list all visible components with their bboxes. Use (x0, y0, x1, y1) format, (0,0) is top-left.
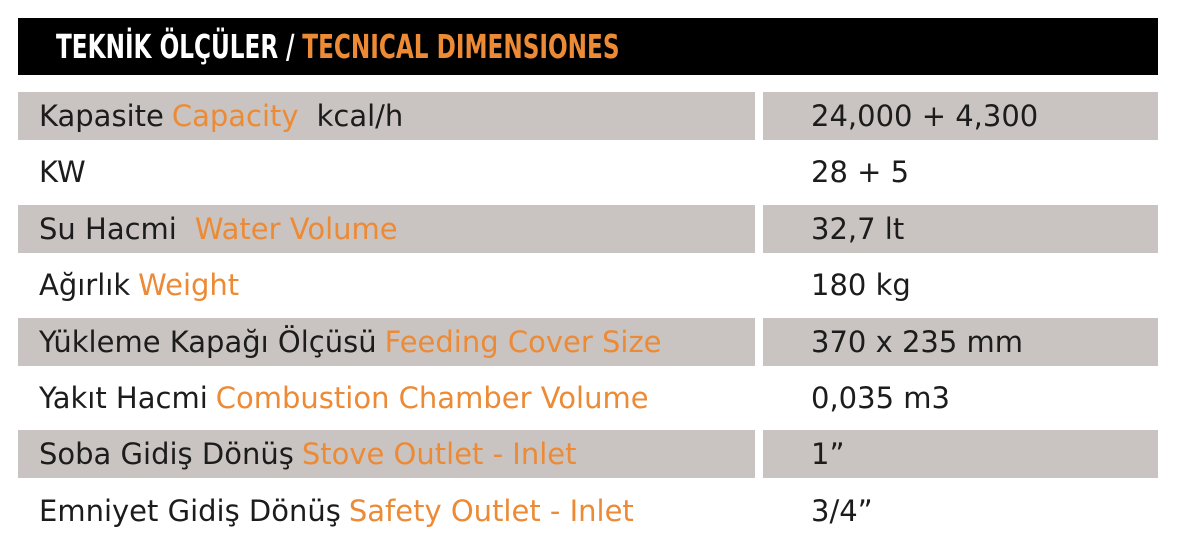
title-separator: / (286, 27, 295, 66)
label-turkish: Ağırlık (39, 268, 131, 303)
spec-value: 1” (763, 430, 1158, 479)
spec-value: 24,000 + 4,300 (763, 92, 1158, 140)
spec-label: Ağırlık Weight (18, 261, 755, 309)
spec-row-feeding-cover: Yükleme Kapağı Ölçüsü Feeding Cover Size … (18, 317, 1158, 366)
spec-row-combustion-chamber: Yakıt Hacmi Combustion Chamber Volume 0,0… (18, 374, 1158, 422)
label-english: Feeding Cover Size (384, 324, 662, 359)
label-turkish: Kapasite (39, 99, 164, 133)
spec-value: 0,035 m3 (811, 380, 950, 415)
label-english: Water Volume (194, 211, 398, 246)
label-turkish: KW (39, 155, 86, 190)
spec-row-capacity: Kapasite Capacity kcal/h 24,000 + 4,300 (18, 92, 1158, 140)
label-turkish: Su Hacmi (39, 211, 177, 246)
spec-label: Kapasite Capacity kcal/h (18, 92, 755, 140)
label-turkish: Yakıt Hacmi (39, 380, 208, 415)
spec-row-weight: Ağırlık Weight 180 kg (18, 261, 1158, 309)
spec-value: 3/4” (811, 493, 873, 528)
label-english: Safety Outlet - Inlet (348, 493, 634, 528)
spec-row-stove-outlet: Soba Gidiş Dönüş Stove Outlet - Inlet 1” (18, 430, 1158, 479)
title-turkish: TEKNİK ÖLÇÜLER (56, 27, 279, 66)
label-unit: kcal/h (316, 99, 404, 133)
spec-label: Yakıt Hacmi Combustion Chamber Volume (18, 374, 755, 422)
spec-row-water-volume: Su Hacmi Water Volume 32,7 lt (18, 204, 1158, 253)
spec-row-safety-outlet: Emniyet Gidiş Dönüş Safety Outlet - Inlet… (18, 487, 1158, 535)
label-turkish: Emniyet Gidiş Dönüş (39, 493, 341, 528)
spec-value: 370 x 235 mm (763, 317, 1158, 366)
table-header-bar: TEKNİK ÖLÇÜLER / TECNICAL DIMENSIONES (18, 18, 1158, 75)
spec-value: 180 kg (811, 268, 911, 303)
spec-label: Yükleme Kapağı Ölçüsü Feeding Cover Size (18, 317, 755, 366)
label-english: Capacity (171, 99, 299, 133)
spec-label: Emniyet Gidiş Dönüş Safety Outlet - Inlet (18, 487, 755, 535)
label-turkish: Yükleme Kapağı Ölçüsü (39, 324, 377, 359)
label-english: Stove Outlet - Inlet (301, 437, 577, 472)
spec-label: KW (18, 148, 755, 196)
spec-row-kw: KW 28 + 5 (18, 148, 1158, 196)
spec-label: Soba Gidiş Dönüş Stove Outlet - Inlet (18, 430, 755, 479)
title-english: TECNICAL DIMENSIONES (302, 27, 620, 66)
spec-table: Kapasite Capacity kcal/h 24,000 + 4,300 KW… (18, 92, 1158, 543)
spec-value: 32,7 lt (763, 204, 1158, 253)
table-title: TEKNİK ÖLÇÜLER / TECNICAL DIMENSIONES (56, 27, 620, 66)
spec-label: Su Hacmi Water Volume (18, 204, 755, 253)
label-turkish: Soba Gidiş Dönüş (39, 437, 294, 472)
spec-value: 28 + 5 (811, 155, 910, 190)
label-english: Weight (138, 268, 240, 303)
label-english: Combustion Chamber Volume (215, 380, 649, 415)
